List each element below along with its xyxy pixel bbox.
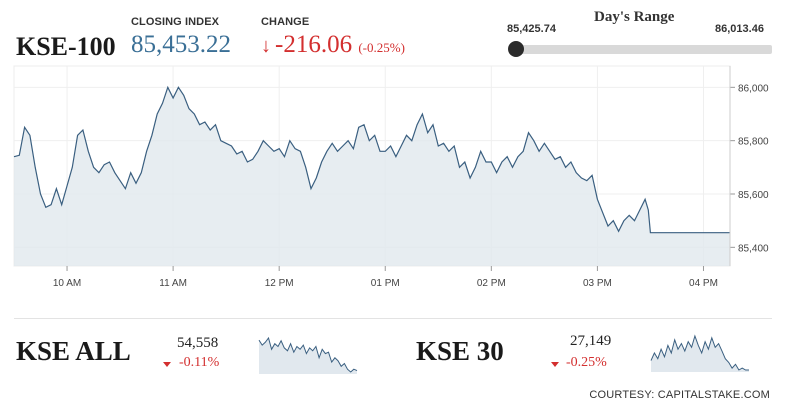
x-tick-label: 04 PM (689, 278, 718, 289)
x-tick-label: 01 PM (371, 278, 400, 289)
kse-30-sparkline (650, 334, 749, 372)
x-tick-label: 03 PM (583, 278, 612, 289)
kse-all-percent: -0.11% (179, 355, 220, 370)
index-area (14, 87, 730, 266)
courtesy-credit: COURTESY: CAPITALSTAKE.COM (589, 389, 770, 401)
kse-all-sparkline (258, 336, 358, 374)
closing-index-value: 85,453.22 (131, 31, 231, 58)
days-range-title: Day's Range (594, 9, 675, 25)
closing-index-label: CLOSING INDEX (131, 16, 220, 28)
kse100-intraday-chart: 10 AM 11 AM 12 PM 01 PM 02 PM 03 PM 04 PM 85,40… (13, 65, 769, 289)
down-triangle-icon (163, 362, 171, 367)
x-tick-label: 12 PM (265, 278, 294, 289)
x-tick-label: 10 AM (53, 278, 81, 289)
change-label: CHANGE (261, 16, 310, 28)
kse-30-title: KSE 30 (416, 336, 504, 366)
sparkline-line (258, 336, 358, 373)
days-range-high: 86,013.46 (715, 23, 764, 35)
change-value: -216.06 (275, 31, 353, 58)
x-tick-label: 02 PM (477, 278, 506, 289)
y-tick-label: 85,800 (738, 137, 769, 148)
kse-30-value: 27,149 (570, 333, 612, 349)
divider (14, 318, 772, 319)
kse-all-title: KSE ALL (16, 336, 131, 366)
ticker-title: KSE-100 (16, 32, 116, 61)
y-tick-label: 85,400 (738, 243, 769, 254)
down-triangle-icon (551, 362, 559, 367)
y-tick-label: 85,600 (738, 190, 769, 201)
sparkline-line (650, 334, 749, 371)
index-line (13, 85, 730, 234)
x-tick-label: 11 AM (159, 278, 187, 289)
kse-30-percent: -0.25% (566, 355, 607, 370)
sparkline-area (259, 338, 357, 374)
change-value-row: ↓ -216.06 (-0.25%) (261, 31, 405, 59)
down-arrow-icon: ↓ (261, 35, 271, 57)
kse-all-value: 54,558 (177, 335, 219, 351)
days-range-low: 85,425.74 (507, 23, 556, 35)
y-tick-label: 86,000 (738, 83, 769, 94)
change-percent: (-0.25%) (358, 40, 405, 55)
days-range-track (510, 45, 772, 54)
range-knob (508, 41, 524, 57)
sparkline-area (651, 336, 749, 372)
